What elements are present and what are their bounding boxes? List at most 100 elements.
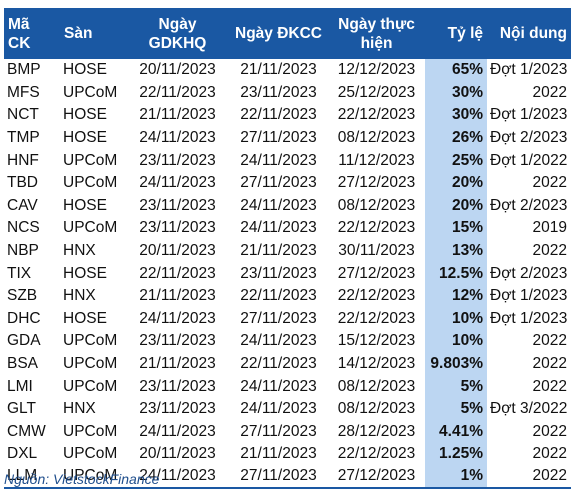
rate-cell: 4.41% — [425, 420, 487, 444]
header-ngay-dkcc: Ngày ĐKCC — [229, 8, 328, 59]
ticker-cell: DXL — [7, 445, 38, 463]
record-date-cell: 27/11/2023 — [240, 422, 317, 440]
content-cell: 2022 — [532, 332, 567, 350]
record-date-cell: 21/11/2023 — [240, 61, 317, 79]
payment-date-cell: 22/12/2023 — [337, 445, 416, 463]
table-row: NBP HNX 20/11/2023 21/11/2023 30/11/2023 13% 2… — [4, 239, 571, 263]
record-date-cell: 23/11/2023 — [240, 264, 317, 282]
content-cell: Đợt 2/2023 — [490, 129, 568, 147]
header-san: Sàn — [60, 8, 126, 59]
payment-date-cell: 08/12/2023 — [337, 129, 416, 147]
payment-date-cell: 22/12/2023 — [337, 309, 416, 327]
header-row: Mã CK Sàn Ngày GDKHQ Ngày ĐKCC Ngày thực… — [4, 8, 571, 59]
table-row: CAV HOSE 23/11/2023 24/11/2023 08/12/2023 20%… — [4, 194, 571, 218]
payment-date-cell: 12/12/2023 — [337, 61, 416, 79]
ticker-cell: NCS — [7, 219, 40, 237]
table-row: GDA UPCoM 23/11/2023 24/11/2023 15/12/2023 10… — [4, 330, 571, 353]
header-ngay-gdkhq: Ngày GDKHQ — [126, 8, 229, 59]
content-cell: 2022 — [532, 174, 567, 192]
exchange-cell: HOSE — [63, 129, 107, 147]
ex-date-cell: 23/11/2023 — [139, 196, 216, 214]
exchange-cell: HOSE — [63, 61, 107, 79]
rate-cell: 20% — [425, 194, 487, 218]
ticker-cell: CMW — [7, 422, 46, 440]
exchange-cell: HOSE — [63, 309, 107, 327]
ticker-cell: TMP — [7, 129, 40, 147]
table-row: DHC HOSE 24/11/2023 27/11/2023 22/12/2023 10%… — [4, 307, 571, 331]
ticker-cell: GLT — [7, 400, 36, 418]
dividend-table: Mã CK Sàn Ngày GDKHQ Ngày ĐKCC Ngày thực… — [4, 8, 571, 490]
exchange-cell: HOSE — [63, 196, 107, 214]
payment-date-cell: 11/12/2023 — [338, 151, 415, 169]
ex-date-cell: 24/11/2023 — [139, 129, 216, 147]
content-cell: 2022 — [532, 422, 567, 440]
ticker-cell: MFS — [7, 83, 40, 101]
ex-date-cell: 20/11/2023 — [139, 242, 216, 260]
table-row: BSA UPCoM 21/11/2023 22/11/2023 14/12/2023 9.… — [4, 352, 571, 376]
ticker-cell: HNF — [7, 151, 39, 169]
ex-date-cell: 23/11/2023 — [139, 332, 216, 350]
payment-date-cell: 27/12/2023 — [337, 264, 416, 282]
ex-date-cell: 21/11/2023 — [139, 287, 216, 305]
rate-cell: 25% — [425, 149, 487, 172]
header-ty-le: Tỷ lệ — [425, 8, 487, 59]
ticker-cell: BMP — [7, 61, 41, 79]
content-cell: Đợt 2/2023 — [490, 264, 568, 282]
exchange-cell: UPCoM — [60, 465, 126, 490]
ticker-cell: TBD — [7, 174, 38, 192]
exchange-cell: UPCoM — [63, 355, 118, 373]
content-cell: Đợt 1/2023 — [490, 106, 568, 124]
table-row: TIX HOSE 22/11/2023 23/11/2023 27/12/2023 12.… — [4, 262, 571, 285]
exchange-cell: HNX — [63, 242, 96, 260]
record-date-cell: 24/11/2023 — [240, 332, 317, 350]
content-cell: Đợt 1/2023 — [490, 61, 568, 79]
exchange-cell: HOSE — [63, 106, 107, 124]
table-row: CMW UPCoM 24/11/2023 27/11/2023 28/12/2023 4.… — [4, 420, 571, 444]
source-note: Nguồn: VietstockFinance — [4, 471, 160, 487]
table-row: TBD UPCoM 24/11/2023 27/11/2023 27/12/2023 20… — [4, 171, 571, 195]
exchange-cell: UPCoM — [63, 445, 118, 463]
table-row: BMP HOSE 20/11/2023 21/11/2023 12/12/2023 65%… — [4, 59, 571, 82]
table-row: MFS UPCoM 22/11/2023 23/11/2023 25/12/2023 30… — [4, 81, 571, 105]
record-date-cell: 24/11/2023 — [240, 377, 317, 395]
content-cell: Đợt 1/2023 — [490, 309, 568, 327]
table-row: DXL UPCoM 20/11/2023 21/11/2023 22/12/2023 1.… — [4, 443, 571, 466]
exchange-cell: HOSE — [63, 264, 107, 282]
record-date-cell: 27/11/2023 — [240, 174, 317, 192]
ex-date-cell: 24/11/2023 — [126, 465, 229, 490]
rate-cell: 15% — [425, 217, 487, 240]
payment-date-cell: 14/12/2023 — [337, 355, 416, 373]
ex-date-cell: 21/11/2023 — [139, 106, 216, 124]
header-noi-dung: Nội dung — [487, 8, 571, 59]
record-date-cell: 23/11/2023 — [240, 83, 317, 101]
payment-date-cell: 27/12/2023 — [328, 465, 425, 490]
ticker-cell: NBP — [7, 242, 39, 260]
ticker-cell: GDA — [7, 332, 41, 350]
table-row: TMP HOSE 24/11/2023 27/11/2023 08/12/2023 26%… — [4, 126, 571, 150]
ex-date-cell: 24/11/2023 — [139, 309, 216, 327]
rate-cell: 65% — [425, 59, 487, 82]
ticker-cell: DHC — [7, 309, 41, 327]
ticker-cell: SZB — [7, 287, 38, 305]
rate-cell: 5% — [425, 375, 487, 398]
table-row: NCS UPCoM 23/11/2023 24/11/2023 22/12/2023 15… — [4, 217, 571, 240]
content-cell: 2022 — [532, 242, 567, 260]
table-row: LMI UPCoM 23/11/2023 24/11/2023 08/12/2023 5%… — [4, 375, 571, 398]
payment-date-cell: 22/12/2023 — [337, 106, 416, 124]
ticker-cell: LMI — [7, 377, 33, 395]
exchange-cell: UPCoM — [63, 174, 118, 192]
content-cell: Đợt 3/2022 — [490, 400, 568, 418]
ex-date-cell: 24/11/2023 — [139, 422, 216, 440]
payment-date-cell: 22/12/2023 — [337, 219, 416, 237]
ex-date-cell: 24/11/2023 — [139, 174, 216, 192]
payment-date-cell: 25/12/2023 — [337, 83, 416, 101]
content-cell: 2022 — [532, 445, 567, 463]
table-row: LLM UPCoM 24/11/2023 27/11/2023 27/12/2023 1%… — [4, 465, 571, 490]
rate-cell: 12% — [425, 284, 487, 308]
record-date-cell: 22/11/2023 — [240, 106, 317, 124]
payment-date-cell: 30/11/2023 — [338, 242, 415, 260]
content-cell: Đợt 2/2023 — [490, 196, 568, 214]
content-cell: 2022 — [487, 465, 571, 490]
record-date-cell: 21/11/2023 — [240, 445, 317, 463]
record-date-cell: 27/11/2023 — [229, 465, 328, 490]
